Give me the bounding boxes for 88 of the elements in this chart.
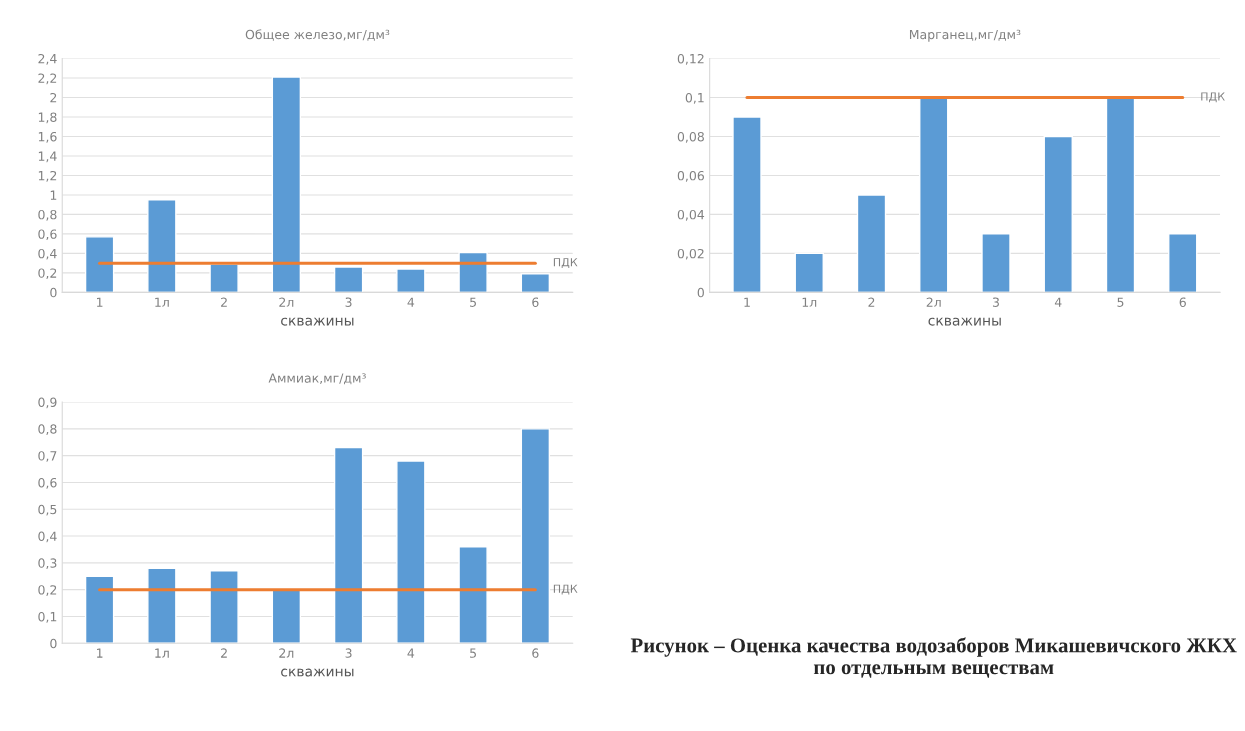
y-tick-label: 0,7	[38, 451, 57, 462]
y-tick-label: 0,12	[677, 53, 704, 65]
y-tick-label: 1,6	[38, 131, 57, 143]
x-tick-label: 2л	[926, 297, 941, 307]
x-tick-label: 2	[868, 297, 875, 307]
bar	[1105, 96, 1136, 293]
x-tick-label: 1л	[802, 297, 817, 307]
x-axis-title: скважины	[281, 668, 354, 677]
bar	[333, 446, 364, 644]
x-tick-label: 1	[97, 648, 103, 658]
x-axis-title: скважины	[281, 317, 354, 326]
bar	[856, 194, 887, 293]
y-tick-label: 0,08	[677, 131, 704, 143]
x-tick-label: 5	[470, 297, 476, 307]
y-tick-label: 1,2	[38, 170, 57, 182]
y-tick-label: 0,06	[677, 170, 704, 182]
bar	[271, 76, 302, 293]
y-tick-label: 0,8	[38, 424, 57, 436]
bar	[396, 268, 426, 293]
ref-line-label: ПДК	[553, 258, 578, 268]
bar	[919, 96, 949, 293]
y-tick-label: 1,8	[38, 112, 57, 124]
y-tick-label: 0	[50, 287, 57, 298]
bar	[84, 236, 115, 293]
text: Рисунок – Оценка качества водозаборов Микашевичского ЖКХ по отдельным веществам	[630, 637, 1237, 678]
bar	[732, 116, 762, 293]
y-tick-label: 0,02	[677, 248, 704, 260]
x-tick-label: 4	[407, 297, 415, 307]
bar	[84, 575, 115, 644]
x-tick-label: 6	[532, 648, 539, 658]
y-tick-label: 0,3	[38, 558, 57, 570]
bar	[458, 546, 488, 644]
x-tick-label: 1л	[155, 648, 169, 658]
bar	[794, 252, 824, 293]
x-tick-label: 2л	[279, 648, 294, 658]
y-tick-label: 0,2	[38, 268, 57, 280]
bar	[458, 251, 488, 293]
x-tick-label: 3	[345, 297, 352, 307]
bar	[396, 460, 426, 644]
x-tick-label: 3	[992, 297, 999, 307]
y-tick-label: 0	[50, 638, 57, 649]
x-tick-label: 2л	[279, 297, 294, 307]
chart-title: Общее железо,мг/дм³	[245, 29, 390, 41]
y-tick-label: 0,4	[38, 531, 57, 543]
bar	[209, 263, 239, 293]
x-tick-label: 1	[744, 297, 750, 307]
x-tick-label: 5	[470, 648, 476, 658]
bar	[147, 567, 177, 644]
y-tick-label: 0,8	[38, 209, 57, 221]
x-tick-label: 2	[221, 297, 227, 307]
x-tick-label: 5	[1117, 297, 1124, 307]
bar	[1168, 233, 1198, 293]
y-tick-label: 0,9	[38, 397, 57, 409]
x-tick-label: 4	[407, 648, 415, 658]
y-tick-label: 0	[697, 287, 704, 298]
chart-title: Аммиак,мг/дм³	[268, 373, 366, 385]
ref-line-label: ПДК	[1201, 92, 1225, 103]
ref-line-label: ПДК	[553, 584, 578, 595]
y-tick-label: 0,5	[38, 504, 57, 516]
bar	[520, 273, 551, 293]
y-tick-label: 0,2	[38, 585, 57, 596]
x-tick-label: 6	[532, 297, 539, 307]
y-tick-label: 0,6	[38, 477, 57, 489]
x-tick-label: 1л	[155, 297, 169, 307]
bar	[147, 199, 177, 293]
bar	[333, 266, 364, 293]
bar	[1043, 135, 1073, 293]
y-tick-label: 0,4	[38, 248, 57, 260]
x-tick-label: 3	[345, 648, 352, 658]
chart-title: Марганец,мг/дм³	[909, 29, 1021, 42]
y-tick-label: 0,1	[38, 611, 57, 623]
y-tick-label: 2,4	[38, 53, 57, 65]
x-tick-label: 1	[97, 297, 103, 307]
y-tick-label: 2	[50, 92, 57, 103]
y-tick-label: 0,6	[38, 229, 57, 241]
bar	[209, 570, 239, 644]
y-tick-label: 0,1	[685, 92, 704, 104]
bar	[981, 233, 1011, 293]
y-tick-label: 2,2	[38, 73, 57, 85]
bar	[271, 588, 302, 644]
x-axis-title: скважины	[928, 317, 1001, 326]
y-tick-label: 0,04	[677, 209, 705, 221]
x-tick-label: 6	[1179, 297, 1186, 307]
bar	[520, 428, 551, 644]
y-tick-label: 1	[50, 190, 57, 200]
x-tick-label: 2	[221, 648, 227, 658]
x-tick-label: 4	[1054, 297, 1062, 307]
y-tick-label: 1,4	[38, 151, 57, 163]
